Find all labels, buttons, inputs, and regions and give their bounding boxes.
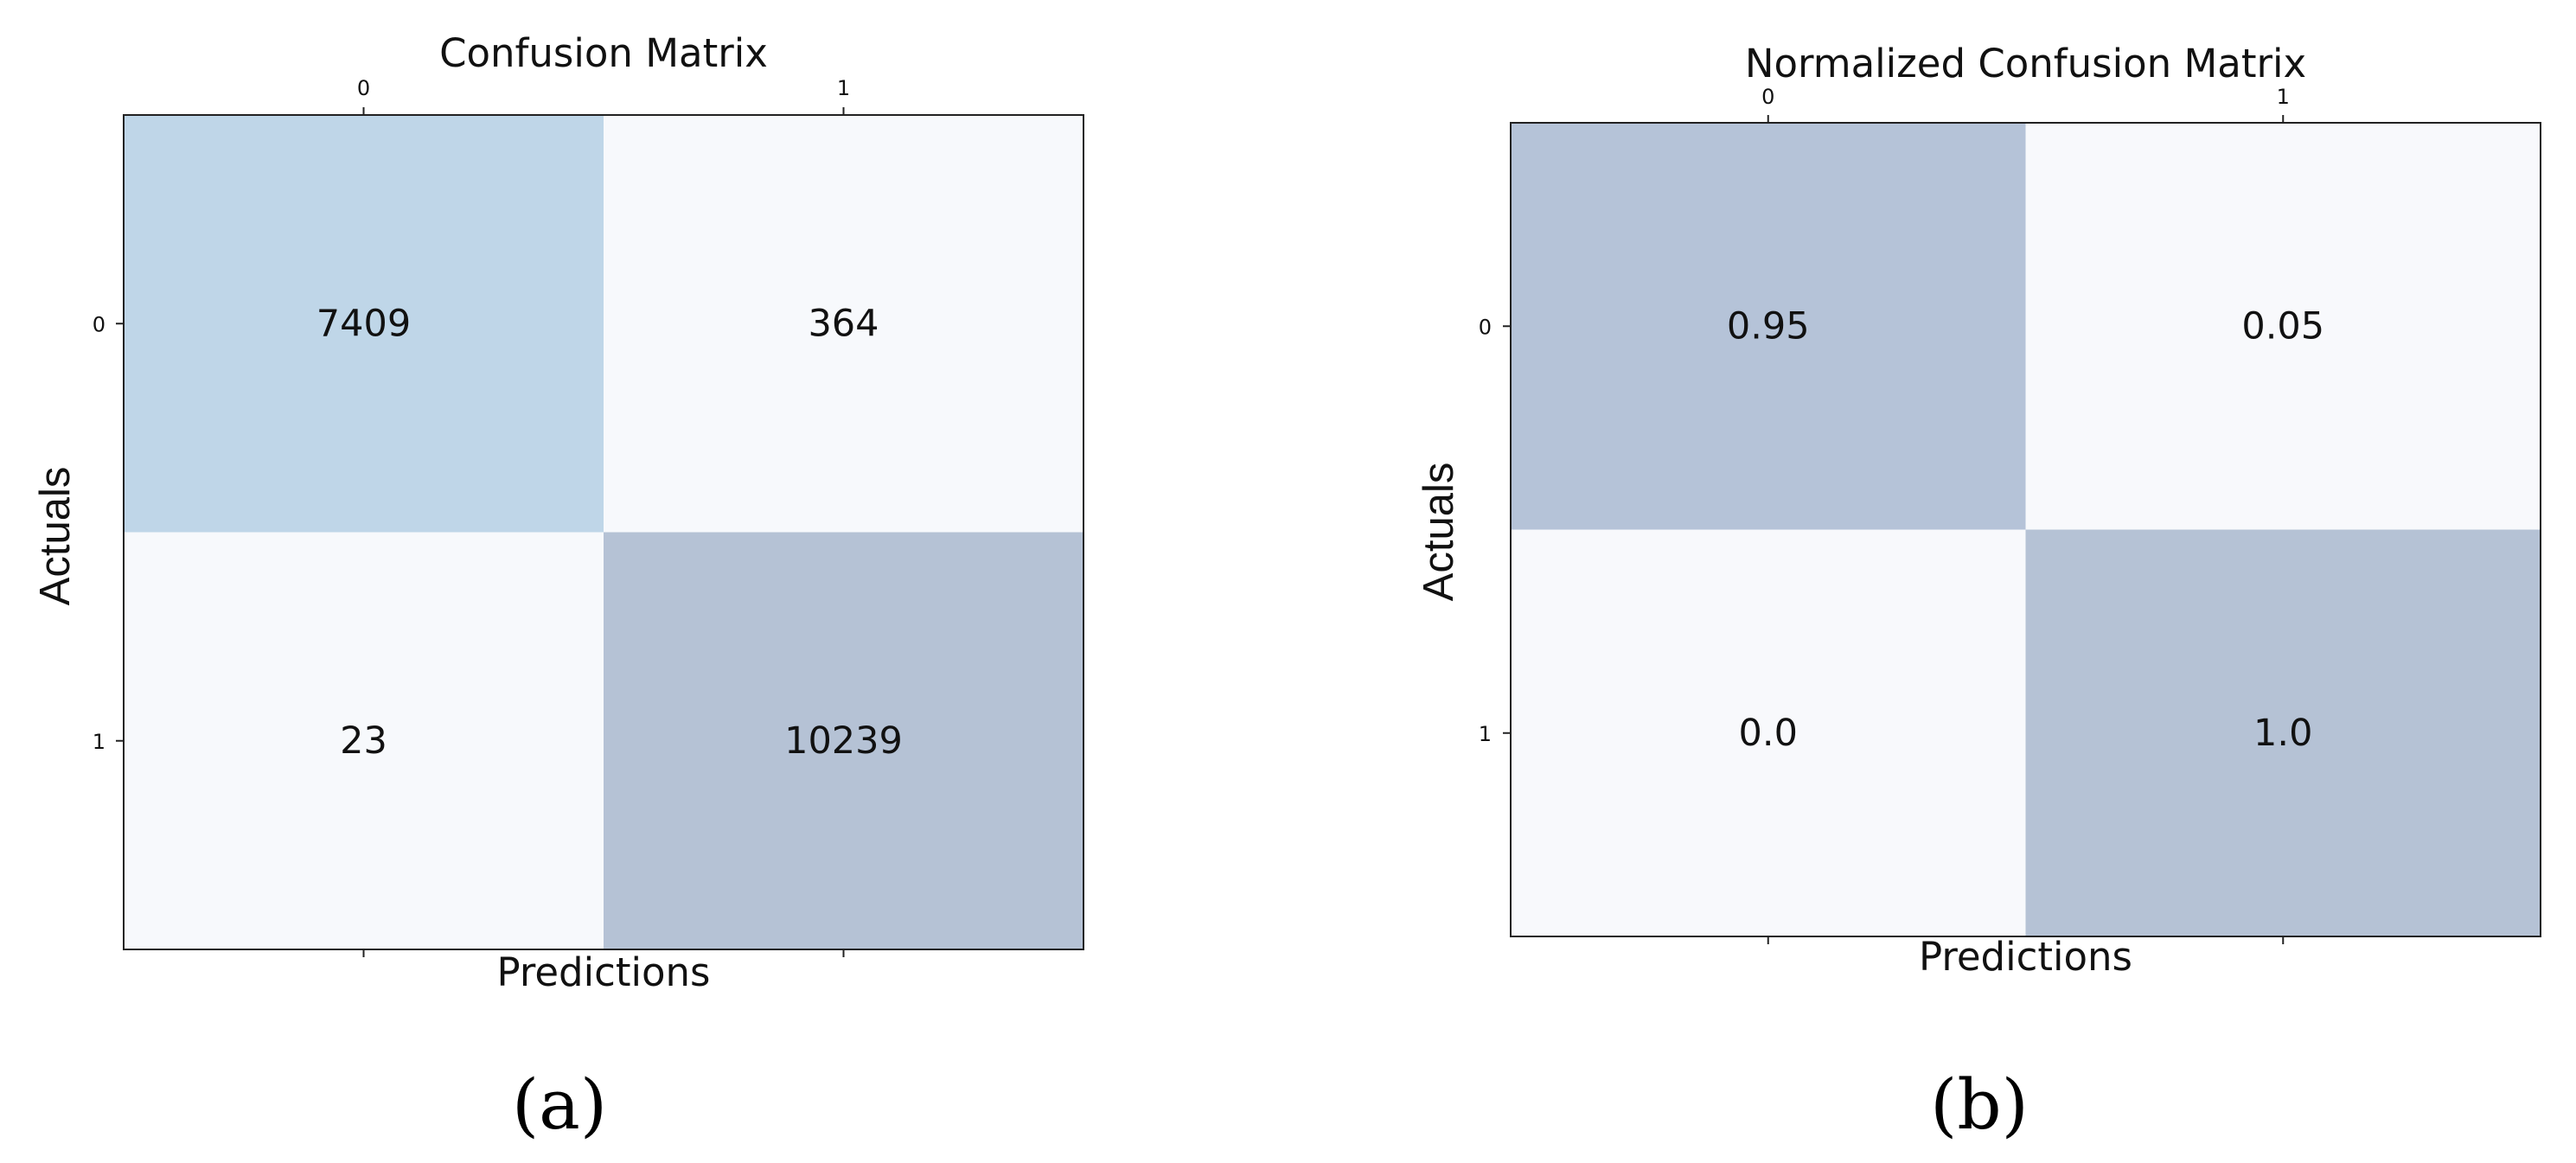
heatmap-cell-b-0-1	[2025, 123, 2541, 530]
cell-value-a-0-1: 364	[808, 302, 879, 345]
heatmap-cell-a-0-0	[124, 115, 604, 533]
cell-value-b-0-0: 0.95	[1727, 304, 1810, 348]
y-axis-label-b: Actuals	[1416, 463, 1462, 602]
cell-value-a-0-0: 7409	[316, 302, 411, 345]
heatmap-cell-b-1-1	[2025, 529, 2541, 936]
y-axis-label-a: Actuals	[32, 467, 79, 606]
cell-value-b-0-1: 0.05	[2241, 304, 2324, 348]
plot-frame-a	[123, 114, 1084, 950]
x-axis-label-b: Predictions	[1919, 934, 2132, 980]
y-tick-label-a-1: 1	[93, 730, 105, 754]
y-tick-label-b-1: 1	[1479, 722, 1492, 746]
chart-title-a: Confusion Matrix	[439, 30, 768, 76]
x-tick-label-a-0: 0	[357, 76, 370, 100]
cell-value-a-1-0: 23	[340, 719, 387, 763]
y-tick-label-a-0: 0	[93, 312, 105, 336]
cell-value-a-1-1: 10239	[784, 719, 903, 763]
x-tick-label-b-0: 0	[1761, 85, 1774, 109]
heatmap-cell-a-1-0	[124, 532, 604, 949]
heatmap-cell-b-1-0	[1511, 529, 2026, 936]
plot-frame-b	[1510, 122, 2541, 937]
panel-caption-a: (a)	[512, 1064, 607, 1145]
heatmap-cell-a-0-1	[604, 115, 1083, 533]
x-tick-label-a-1: 1	[837, 76, 850, 100]
heatmap-cell-b-0-0	[1511, 123, 2026, 530]
cell-value-b-1-0: 0.0	[1739, 712, 1798, 755]
panel-caption-b: (b)	[1930, 1064, 2029, 1145]
heatmap-cell-a-1-1	[604, 532, 1083, 949]
chart-title-b: Normalized Confusion Matrix	[1745, 41, 2306, 86]
cell-value-b-1-1: 1.0	[2253, 712, 2312, 755]
y-tick-label-b-0: 0	[1479, 315, 1492, 339]
x-tick-label-b-1: 1	[2277, 85, 2290, 109]
x-axis-label-a: Predictions	[497, 949, 711, 995]
